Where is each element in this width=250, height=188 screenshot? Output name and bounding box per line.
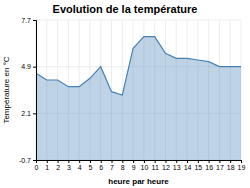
y-tick-label: 7.7 <box>21 17 31 24</box>
chart: 012345678910111213141516171819-0.72.14.9… <box>0 0 250 188</box>
x-axis: 012345678910111213141516171819 <box>35 160 246 171</box>
x-tick-label: 18 <box>227 164 235 171</box>
x-tick-mark <box>198 160 199 163</box>
x-tick: 14 <box>184 160 192 171</box>
x-tick: 11 <box>152 160 159 171</box>
x-tick-mark <box>176 160 177 163</box>
y-tick-mark <box>33 160 36 161</box>
x-tick: 1 <box>45 160 49 171</box>
x-tick-mark <box>90 160 91 163</box>
x-tick: 12 <box>162 160 170 171</box>
x-tick: 0 <box>35 160 39 171</box>
plot-area: 012345678910111213141516171819-0.72.14.9… <box>19 17 246 171</box>
x-tick-label: 1 <box>45 164 49 171</box>
x-tick-label: 11 <box>152 164 159 171</box>
x-tick-label: 12 <box>162 164 170 171</box>
x-tick: 17 <box>216 160 224 171</box>
x-tick-label: 10 <box>140 164 148 171</box>
y-tick: 2.1 <box>21 110 36 117</box>
x-tick-mark <box>122 160 123 163</box>
x-tick-mark <box>79 160 80 163</box>
x-tick: 7 <box>110 160 114 171</box>
y-axis-line <box>33 21 37 161</box>
x-axis-title: heure par heure <box>108 177 169 186</box>
y-tick: 4.9 <box>21 63 36 70</box>
x-tick-mark <box>133 160 134 163</box>
x-tick-mark <box>155 160 156 163</box>
x-tick-mark <box>230 160 231 163</box>
y-tick: -0.7 <box>19 157 36 164</box>
y-tick-mark <box>33 67 36 68</box>
x-tick-mark <box>101 160 102 163</box>
x-tick: 2 <box>56 160 60 171</box>
x-tick-mark <box>219 160 220 163</box>
x-tick-mark <box>165 160 166 163</box>
x-tick: 19 <box>238 160 246 171</box>
x-tick: 10 <box>140 160 148 171</box>
grid-line-y <box>36 20 241 21</box>
x-tick: 4 <box>78 160 82 171</box>
line <box>36 37 241 95</box>
x-tick-label: 5 <box>88 164 92 171</box>
x-tick-label: 14 <box>184 164 192 171</box>
x-tick-mark <box>144 160 145 163</box>
x-tick: 16 <box>205 160 213 171</box>
x-tick-mark <box>209 160 210 163</box>
x-tick: 6 <box>99 160 103 171</box>
grid <box>36 20 241 160</box>
x-tick-label: 8 <box>121 164 125 171</box>
y-axis: -0.7 2.1 4.9 7.7 <box>19 17 37 164</box>
x-tick-label: 9 <box>132 164 136 171</box>
x-tick-label: 6 <box>99 164 103 171</box>
x-tick: 8 <box>121 160 125 171</box>
x-tick-label: 7 <box>110 164 114 171</box>
marks <box>36 37 241 160</box>
x-tick-mark <box>112 160 113 163</box>
x-axis-line <box>37 161 242 164</box>
x-tick: 13 <box>173 160 181 171</box>
area <box>36 37 241 160</box>
x-tick-mark <box>58 160 59 163</box>
y-tick: 7.7 <box>21 17 36 24</box>
x-tick-label: 19 <box>238 164 246 171</box>
y-tick-label: 4.9 <box>21 63 31 70</box>
x-tick-label: 3 <box>67 164 71 171</box>
title: Evolution de la température <box>53 3 198 15</box>
x-tick-label: 0 <box>35 164 39 171</box>
x-tick-label: 15 <box>194 164 202 171</box>
x-tick-mark <box>68 160 69 163</box>
y-axis-title: Température en °C <box>2 56 11 123</box>
y-tick-label: 2.1 <box>21 110 31 117</box>
y-tick-mark <box>33 20 36 21</box>
x-tick: 18 <box>227 160 235 171</box>
x-tick-label: 16 <box>205 164 213 171</box>
y-tick-mark <box>33 113 36 114</box>
x-tick: 3 <box>67 160 71 171</box>
x-tick-label: 13 <box>173 164 181 171</box>
x-tick-mark <box>47 160 48 163</box>
y-tick-label: -0.7 <box>19 157 31 164</box>
x-tick-mark <box>187 160 188 163</box>
x-tick-label: 4 <box>78 164 82 171</box>
x-tick: 15 <box>194 160 202 171</box>
x-tick: 9 <box>132 160 136 171</box>
x-tick-label: 17 <box>216 164 224 171</box>
x-tick-mark <box>241 160 242 163</box>
x-tick-label: 2 <box>56 164 60 171</box>
x-tick: 5 <box>88 160 92 171</box>
